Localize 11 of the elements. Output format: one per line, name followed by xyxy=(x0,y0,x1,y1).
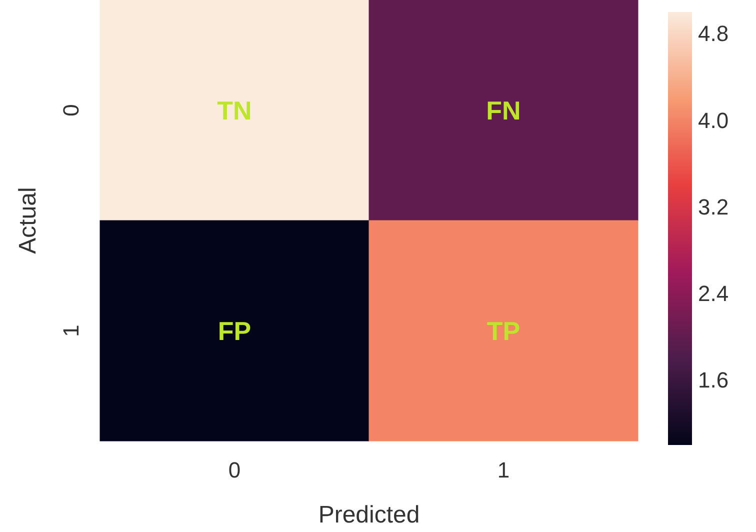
y-axis-title: Actual xyxy=(14,187,42,254)
color-bar-label: 3.2 xyxy=(698,194,729,220)
data-label: TN xyxy=(217,95,252,126)
x-axis-title: Predicted xyxy=(318,502,420,528)
color-bar-label: 4.8 xyxy=(698,21,729,46)
data-label: FP xyxy=(218,316,252,346)
color-bar-label: 4.0 xyxy=(698,108,729,133)
color-bar-label: 2.4 xyxy=(698,280,729,306)
data-label: TP xyxy=(486,316,520,346)
data-label: FN xyxy=(486,95,521,126)
color-bar-label: 1.6 xyxy=(698,368,729,393)
